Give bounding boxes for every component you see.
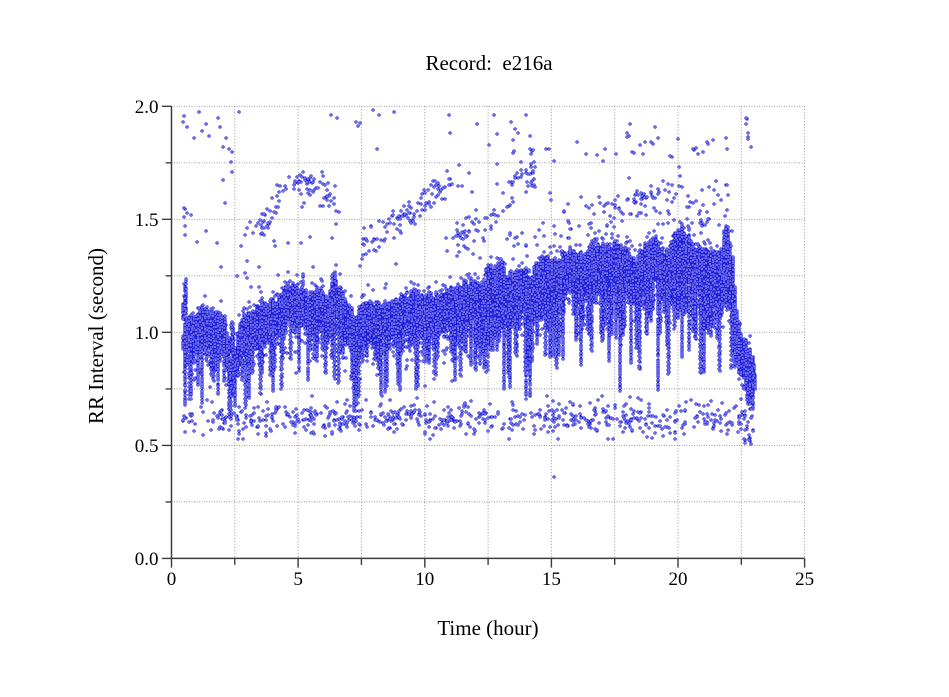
svg-text:10: 10 bbox=[415, 569, 434, 590]
svg-text:15: 15 bbox=[542, 569, 561, 590]
svg-text:0.5: 0.5 bbox=[135, 436, 159, 457]
svg-text:1.5: 1.5 bbox=[135, 210, 159, 231]
svg-text:2.0: 2.0 bbox=[135, 97, 159, 118]
svg-text:1.0: 1.0 bbox=[135, 323, 159, 344]
svg-text:RR Interval (second): RR Interval (second) bbox=[84, 248, 108, 424]
svg-text:20: 20 bbox=[669, 569, 688, 590]
svg-text:Record: e216a: Record: e216a bbox=[425, 51, 553, 75]
svg-text:0.0: 0.0 bbox=[135, 549, 159, 570]
svg-text:5: 5 bbox=[293, 569, 303, 590]
svg-text:0: 0 bbox=[167, 569, 177, 590]
svg-text:25: 25 bbox=[795, 569, 814, 590]
svg-text:Time (hour): Time (hour) bbox=[437, 616, 538, 640]
